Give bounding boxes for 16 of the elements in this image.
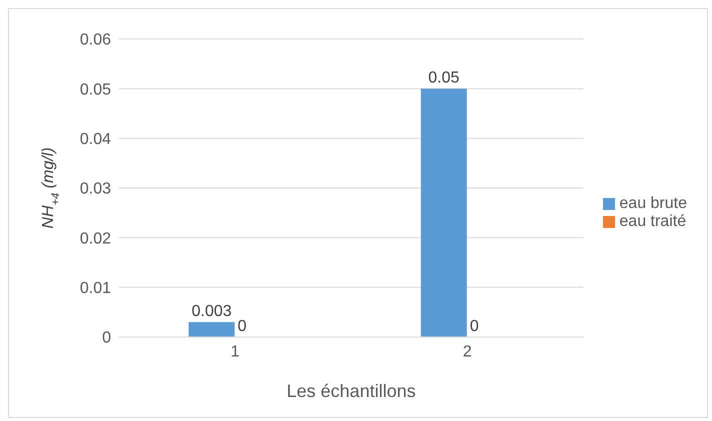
y-tick-label: 0 [102, 330, 112, 347]
y-tick-label: 0.05 [80, 81, 112, 98]
y-tick-label: 0.01 [80, 280, 112, 298]
legend-label: eau brute [619, 195, 687, 212]
y-tick-label: 0.06 [80, 32, 112, 49]
y-tick-label: 0.04 [80, 131, 112, 148]
data-label: 0 [238, 318, 247, 335]
x-axis-title: Les échantillons [286, 381, 416, 401]
data-label: 0.05 [428, 70, 460, 87]
y-tick-label: 0.02 [80, 230, 112, 248]
data-label: 0 [470, 318, 479, 335]
data-label: 0.003 [192, 303, 232, 320]
x-tick-label: 1 [230, 343, 240, 360]
y-tick-label: 0.03 [80, 180, 112, 198]
x-tick-label: 2 [462, 343, 472, 360]
legend-label: eau traité [619, 213, 686, 230]
